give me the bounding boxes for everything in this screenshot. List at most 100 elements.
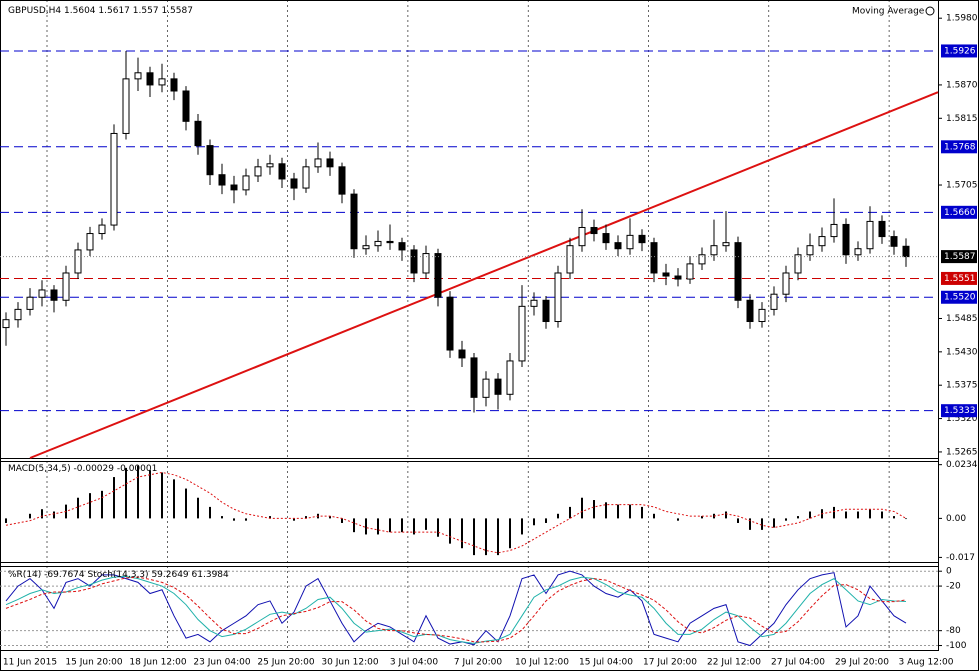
candle-body — [182, 90, 190, 122]
candle-body — [650, 242, 658, 274]
candle-body — [506, 360, 514, 395]
candle-body — [818, 236, 826, 247]
y-tick-label: 1.5980 — [946, 14, 978, 24]
candle-body — [26, 296, 34, 310]
overlay-label: Moving Average — [852, 7, 925, 17]
candle-body — [794, 254, 802, 274]
candle-body — [266, 163, 274, 168]
candle-body — [638, 234, 646, 244]
level-label: 1.5520 — [944, 293, 976, 303]
open: 1.5604 — [64, 6, 96, 16]
y-tick-label: 1.5320 — [946, 414, 978, 424]
candle-body — [854, 248, 862, 256]
macd-label: MACD(5,34,5) -0.00029 -0.00001 — [8, 464, 157, 474]
macd-last: -0.00029 — [74, 464, 115, 474]
candle-body — [710, 245, 718, 256]
candle-body — [2, 319, 10, 329]
x-tick-label: 22 Jul 12:00 — [707, 658, 761, 668]
level-box — [941, 140, 977, 154]
candle-body — [206, 145, 214, 176]
candle-body — [878, 220, 886, 238]
level-label: 1.5333 — [944, 406, 976, 416]
y-tick-label: 1.5870 — [946, 80, 978, 90]
candle-body — [410, 249, 418, 274]
candle-body — [110, 132, 118, 226]
wpr-last: -69.7674 — [44, 570, 85, 580]
candle-body — [374, 240, 382, 247]
x-tick-label: 15 Jul 04:00 — [579, 658, 633, 668]
candle-body — [566, 245, 574, 274]
osc-line — [5, 570, 907, 647]
candle-body — [686, 263, 694, 280]
candle-body — [242, 175, 250, 191]
candle-body — [254, 166, 262, 177]
osc-line — [5, 575, 907, 644]
x-tick-label: 27 Jul 04:00 — [771, 658, 825, 668]
y-tick-label: 1.5705 — [946, 181, 978, 191]
candle-body — [830, 223, 838, 238]
candle-body — [590, 226, 598, 235]
candle-body — [902, 245, 910, 258]
level-box — [941, 271, 977, 285]
candle-body — [698, 254, 706, 265]
candle-body — [218, 174, 226, 186]
candle-body — [734, 242, 742, 301]
candle-body — [746, 299, 754, 323]
y-tick-label: 0 — [946, 567, 952, 577]
stoch-signal-last: 61.3984 — [192, 570, 229, 580]
trendline — [29, 91, 939, 459]
candle-body — [362, 245, 370, 250]
x-tick-label: 18 Jun 12:00 — [129, 658, 186, 668]
candle-body — [398, 242, 406, 251]
candle-body — [626, 234, 634, 250]
candle-body — [326, 158, 334, 168]
macd-title: MACD(5,34,5) — [8, 464, 71, 474]
candle-body — [554, 272, 562, 323]
osc-line — [5, 576, 907, 643]
x-tick-label: 23 Jun 04:00 — [193, 658, 250, 668]
candle-body — [98, 224, 106, 235]
x-tick-label: 29 Jul 20:00 — [835, 658, 889, 668]
osc-label: %R(14) -69.7674 Stoch(14,3,3) 59.2649 61… — [8, 570, 229, 580]
header: GBPUSD,H4 1.5604 1.5617 1.557 1.5587 — [8, 6, 193, 16]
candle-body — [158, 78, 166, 86]
candle-body — [14, 308, 22, 321]
candle-body — [866, 220, 874, 250]
price-label: 1.5587 — [944, 252, 976, 262]
candle-body — [434, 253, 442, 298]
stoch-last: 59.2649 — [151, 570, 188, 580]
candle-body — [302, 166, 310, 189]
symbol: GBPUSD,H4 — [8, 6, 61, 16]
y-tick-label: -80 — [946, 626, 961, 636]
candle-body — [578, 226, 586, 247]
candle-body — [890, 236, 898, 247]
y-tick-label: 1.5430 — [946, 347, 978, 357]
x-tick-label: 17 Jul 20:00 — [643, 658, 697, 668]
y-tick-label: 1.5815 — [946, 114, 978, 124]
candle-body — [122, 78, 130, 134]
low: 1.557 — [133, 6, 159, 16]
candle-body — [62, 272, 70, 301]
candle-body — [338, 166, 346, 195]
candle-body — [350, 193, 358, 250]
candle-body — [38, 289, 46, 298]
y-tick-label: 0.00 — [946, 514, 966, 524]
candle-body — [602, 233, 610, 244]
x-tick-label: 11 Jun 2015 — [3, 658, 57, 668]
candle-body — [194, 120, 202, 147]
candle-body — [86, 233, 94, 251]
stoch-title: Stoch(14,3,3) — [88, 570, 149, 580]
level-box — [941, 290, 977, 304]
candle-body — [518, 305, 526, 362]
candle-body — [782, 272, 790, 295]
y-tick-label: -20 — [946, 582, 961, 592]
candle-body — [314, 158, 322, 168]
x-tick-label: 10 Jul 12:00 — [515, 658, 569, 668]
candle-body — [458, 349, 466, 359]
price-box — [941, 250, 977, 264]
candle-body — [386, 240, 394, 244]
y-tick-label: 1.5375 — [946, 381, 978, 391]
y-tick-label: 1.5265 — [946, 447, 978, 457]
